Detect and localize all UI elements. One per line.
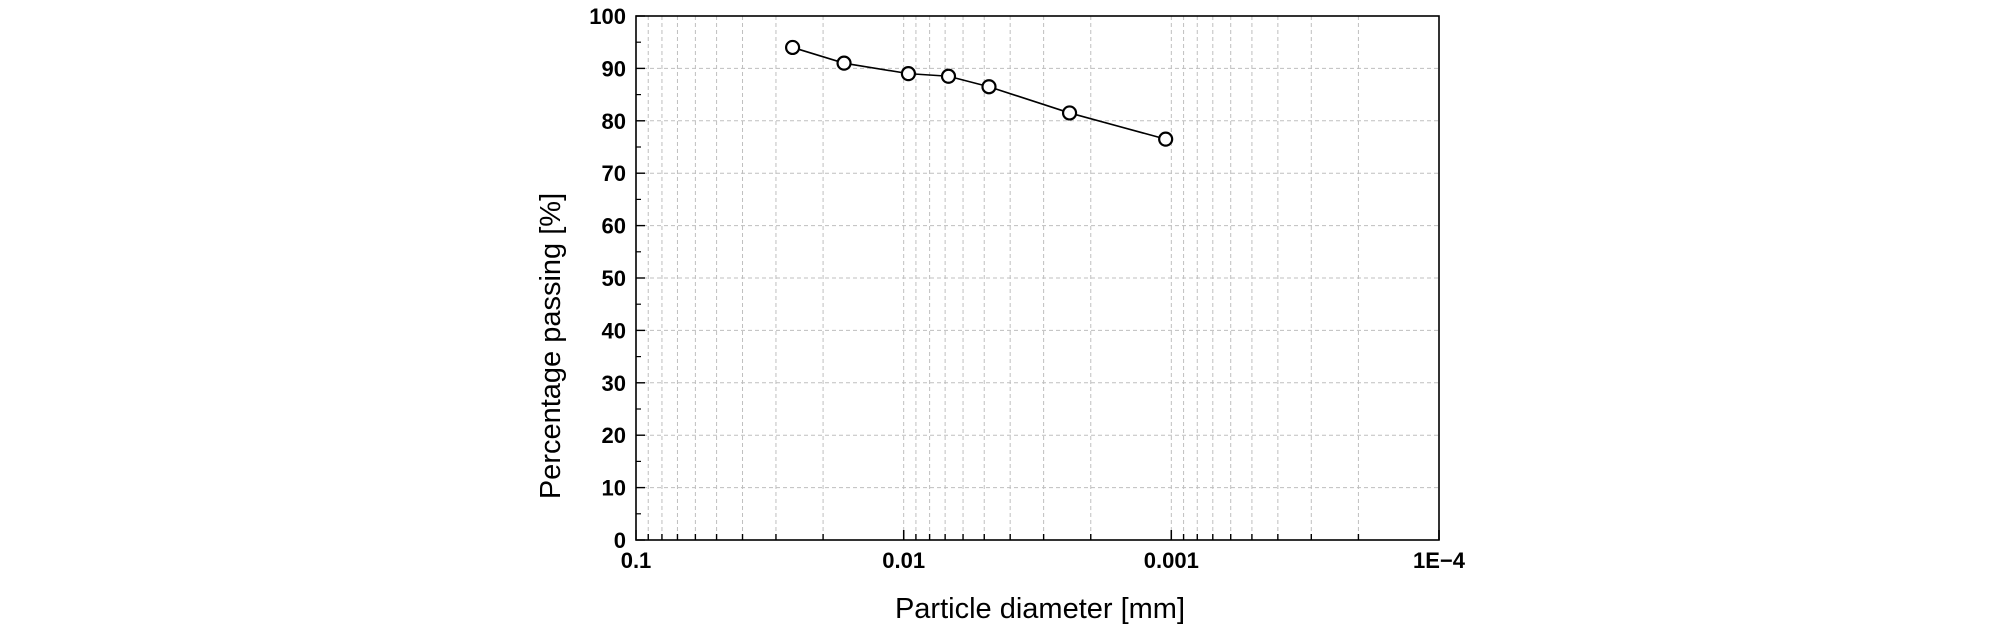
x-axis-title: Particle diameter [mm]	[895, 593, 1185, 625]
y-tick-label: 10	[602, 476, 626, 501]
y-tick-label: 40	[602, 318, 626, 343]
x-tick-label: 1E−4	[1413, 548, 1466, 573]
data-point	[784, 39, 801, 56]
y-tick-label: 70	[602, 161, 626, 186]
plot-area: 0.1 0.01 0.001 1E−4 0 10 20 30 40 50 60 70 80 90 100	[589, 4, 1465, 573]
y-axis-title: Percentage passing [%]	[535, 193, 567, 499]
y-tick-label: 0	[614, 528, 626, 553]
x-tick-label: 0.001	[1144, 548, 1199, 573]
x-tick-label: 0.01	[882, 548, 925, 573]
y-tick-label: 80	[602, 109, 626, 134]
y-tick-label: 90	[602, 56, 626, 81]
y-tick-label: 50	[602, 266, 626, 291]
y-tick-label: 30	[602, 371, 626, 396]
y-tick-label: 60	[602, 214, 626, 239]
data-point	[836, 55, 852, 71]
data-point	[940, 68, 957, 84]
y-tick-label: 100	[589, 4, 626, 29]
data-point	[900, 66, 917, 82]
data-point	[981, 79, 997, 95]
y-tick-label: 20	[602, 423, 626, 448]
data-point	[1061, 105, 1078, 121]
data-point	[1158, 131, 1174, 147]
x-tick-label: 0.1	[621, 548, 652, 573]
